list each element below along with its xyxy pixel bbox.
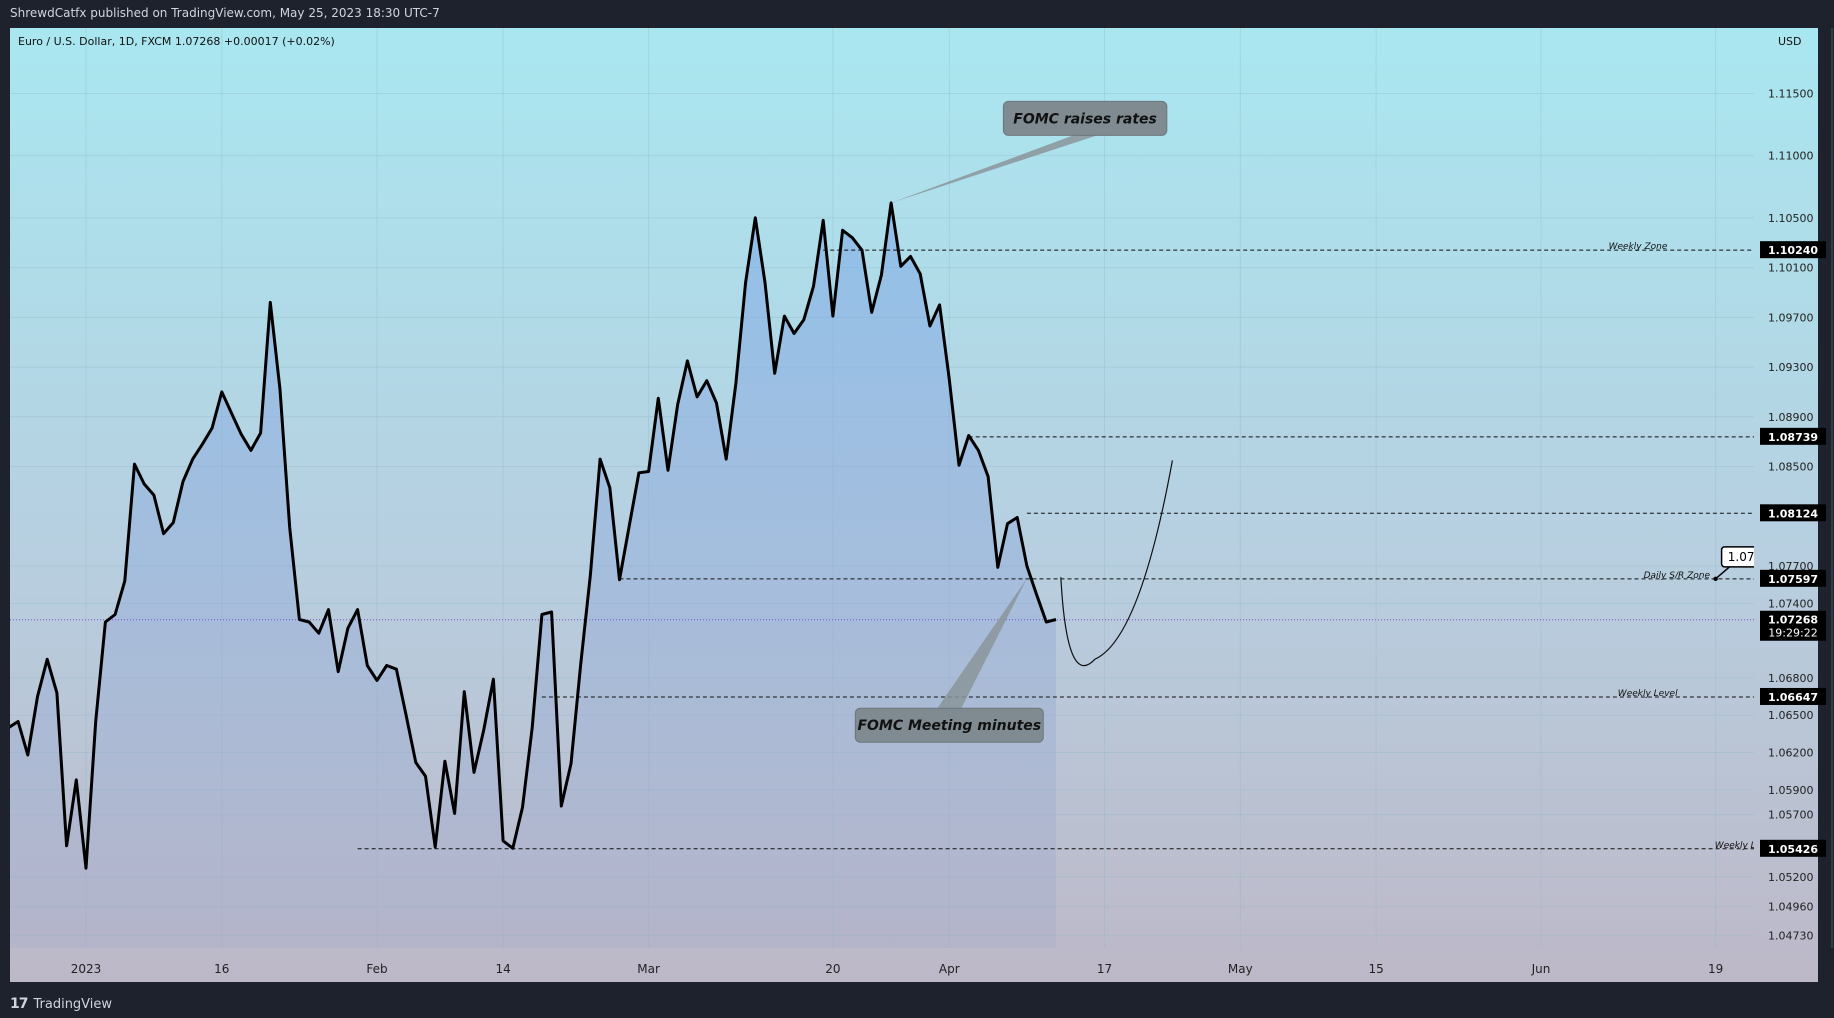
callout-value: 1.07607 xyxy=(1728,550,1778,564)
x-tick-label: 16 xyxy=(214,962,229,976)
y-tick-label: 1.10500 xyxy=(1768,212,1814,225)
y-tick-label: 1.04730 xyxy=(1768,929,1814,942)
price-label-value: 1.08739 xyxy=(1768,431,1818,444)
price-label-value: 1.05426 xyxy=(1768,843,1818,856)
symbol-info: Euro / U.S. Dollar, 1D, FXCM 1.07268 +0.… xyxy=(18,35,335,48)
price-label-value: 1.06647 xyxy=(1768,691,1818,704)
x-tick-label: May xyxy=(1228,962,1253,976)
price-label-tag[interactable] xyxy=(1760,569,1826,587)
x-tick-label: Jun xyxy=(1531,962,1551,976)
price-label-tag[interactable] xyxy=(1760,504,1826,522)
price-area-fill xyxy=(10,202,1056,948)
x-tick-label: 20 xyxy=(825,962,840,976)
level-label: Daily S/R Zone xyxy=(1644,571,1711,581)
level-label: Weekly Level xyxy=(1618,689,1678,699)
x-tick-label: 17 xyxy=(1097,962,1112,976)
x-tick-label: Apr xyxy=(939,962,960,976)
annotation-box[interactable] xyxy=(854,707,1044,743)
y-tick-label: 1.11500 xyxy=(1768,87,1814,100)
tradingview-logo-icon: 17 xyxy=(10,996,29,1012)
y-tick-label: 1.06200 xyxy=(1768,747,1814,760)
x-tick-label: Jul xyxy=(1824,962,1834,976)
price-label-tag[interactable] xyxy=(1760,241,1826,259)
annotation-text: FOMC raises rates xyxy=(1013,111,1157,127)
price-label-value: 1.08124 xyxy=(1768,507,1818,520)
x-tick-label: Mar xyxy=(637,962,660,976)
currency-label: USD xyxy=(1778,35,1802,48)
y-tick-label: 1.06800 xyxy=(1768,672,1814,685)
x-tick-label: Feb xyxy=(366,962,387,976)
price-label-countdown: 19:29:22 xyxy=(1768,627,1817,640)
y-tick-label: 1.04960 xyxy=(1768,901,1814,914)
price-label-value: 1.10240 xyxy=(1768,244,1818,257)
y-tick-label: 1.05700 xyxy=(1768,809,1814,822)
y-tick-label: 1.05200 xyxy=(1768,871,1814,884)
price-label-tag[interactable] xyxy=(1760,839,1826,857)
y-tick-label: 1.09300 xyxy=(1768,361,1814,374)
x-tick-label: 2023 xyxy=(71,962,102,976)
y-tick-label: 1.07400 xyxy=(1768,597,1814,610)
y-tick-label: 1.05900 xyxy=(1768,784,1814,797)
y-tick-label: 1.08500 xyxy=(1768,461,1814,474)
price-label-value: 1.07268 xyxy=(1768,614,1818,627)
annotation-box[interactable] xyxy=(1002,100,1168,136)
y-tick-label: 1.10100 xyxy=(1768,262,1814,275)
callout-box[interactable] xyxy=(1720,546,1784,568)
annotation-pointer xyxy=(937,578,1027,709)
callout-anchor-dot xyxy=(1713,576,1718,582)
price-label-tag[interactable] xyxy=(1760,610,1826,641)
price-label-tag[interactable] xyxy=(1760,427,1826,445)
tradingview-branding[interactable]: 17 TradingView xyxy=(10,996,112,1012)
y-tick-label: 1.07700 xyxy=(1768,560,1814,573)
x-tick-label: 14 xyxy=(495,962,510,976)
level-label: Weekly Level xyxy=(1715,841,1775,851)
projection-curve[interactable] xyxy=(1060,460,1173,667)
y-tick-label: 1.11000 xyxy=(1768,150,1814,163)
callout-pointer xyxy=(1715,566,1731,580)
projection-note: End of June xyxy=(1817,720,1834,734)
price-label-tag[interactable] xyxy=(1760,687,1826,705)
y-tick-label: 1.06500 xyxy=(1768,709,1814,722)
x-tick-label: 15 xyxy=(1368,962,1383,976)
price-line[interactable] xyxy=(0,201,1057,870)
publish-info: ShrewdCatfx published on TradingView.com… xyxy=(10,6,440,20)
y-tick-label: 1.08900 xyxy=(1768,411,1814,424)
y-tick-label: 1.09700 xyxy=(1768,311,1814,324)
annotation-pointer xyxy=(891,135,1098,203)
annotation-text: FOMC Meeting minutes xyxy=(857,718,1041,734)
tradingview-brand-label: TradingView xyxy=(33,996,113,1012)
level-label: Weekly Zone xyxy=(1609,242,1668,252)
x-tick-label: 19 xyxy=(1708,962,1723,976)
price-label-value: 1.07597 xyxy=(1768,573,1818,586)
